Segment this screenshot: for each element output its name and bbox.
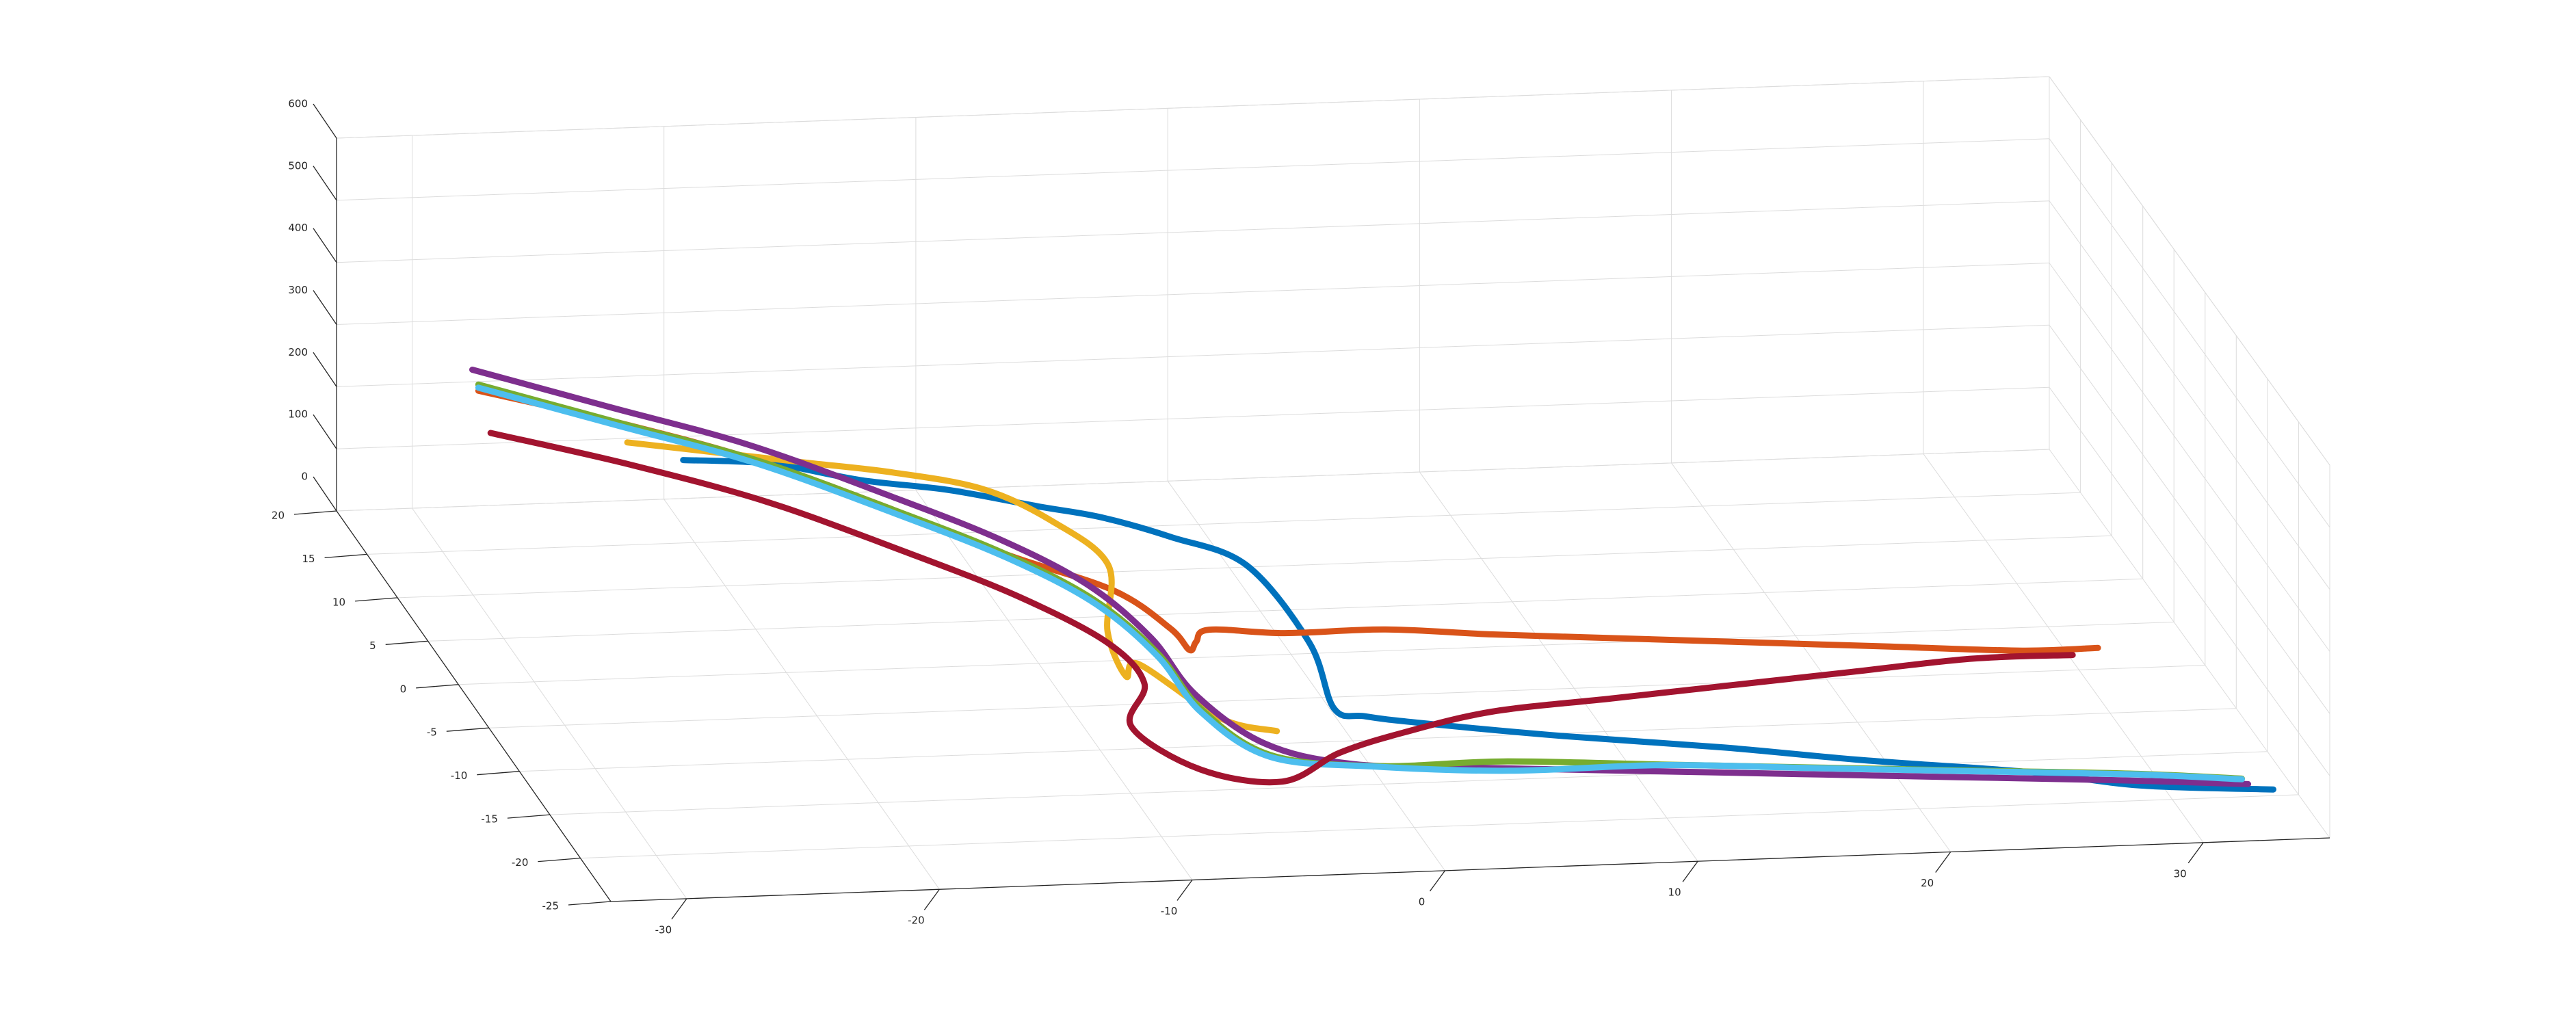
z-tick-label: 100: [288, 408, 308, 421]
floor-grid-line: [549, 751, 2268, 815]
box-edge: [336, 76, 2050, 139]
y-tick-label: 20: [272, 510, 285, 522]
z-tick-mark: [313, 414, 337, 449]
x-tick-mark: [2187, 842, 2204, 864]
series-line-4: [469, 367, 2252, 787]
y-tick-mark: [293, 510, 337, 515]
x-tick-label: -10: [1161, 905, 1178, 917]
side-wall-grid-line: [2049, 386, 2330, 776]
y-tick-mark: [446, 727, 489, 732]
x-tick-label: 30: [2174, 867, 2187, 880]
x-tick-mark: [1682, 860, 1698, 882]
back-wall-grid-line: [336, 200, 2050, 263]
z-tick-label: 500: [288, 159, 308, 172]
series-line-7: [487, 430, 2076, 786]
floor-grid-line: [1671, 462, 1951, 852]
back-wall-grid-line: [336, 386, 2050, 449]
floor-grid-line: [1167, 481, 1445, 871]
y-tick-mark: [355, 597, 398, 602]
x-tick-mark: [1429, 870, 1446, 892]
y-tick-label: 10: [332, 596, 345, 608]
x-tick-label: 10: [1668, 886, 1681, 899]
floor-grid-line: [397, 535, 2112, 598]
back-wall-grid-line: [336, 324, 2050, 387]
floor-grid-line: [488, 665, 2205, 728]
z-tick-label: 600: [288, 98, 308, 110]
x-tick-mark: [923, 889, 940, 910]
x-tick-label: -20: [908, 915, 925, 927]
x-tick-label: 20: [1921, 877, 1934, 889]
y-tick-mark: [385, 640, 428, 645]
floor-grid-line: [412, 508, 687, 899]
floor-grid-line: [915, 490, 1193, 880]
y-tick-label: 15: [302, 553, 315, 565]
x-tick-label: 0: [1419, 895, 1425, 908]
y-tick-mark: [416, 684, 459, 689]
z-tick-label: 200: [288, 346, 308, 358]
y-tick-mark: [324, 553, 367, 559]
z-tick-mark: [313, 476, 337, 512]
side-wall-grid-line: [2049, 325, 2330, 714]
y-axis-line: [336, 510, 612, 902]
series-line-3: [624, 439, 1280, 735]
side-wall-grid-line: [2049, 263, 2330, 652]
floor-grid-line: [663, 499, 940, 890]
z-tick-label: 400: [288, 222, 308, 234]
back-wall-grid-line: [336, 449, 2050, 512]
z-tick-label: 0: [301, 471, 308, 483]
series-line-6: [475, 384, 2245, 782]
z-tick-mark: [313, 103, 337, 139]
y-tick-mark: [507, 814, 550, 819]
back-wall-grid-line: [336, 263, 2050, 325]
y-tick-mark: [477, 771, 520, 776]
y-tick-label: 5: [369, 640, 376, 652]
z-tick-mark: [313, 166, 337, 201]
y-tick-label: -25: [542, 900, 560, 912]
z-tick-label: 300: [288, 284, 308, 296]
side-wall-grid-line: [2049, 138, 2330, 528]
y-tick-mark: [568, 901, 612, 906]
series-line-1: [680, 457, 2276, 793]
floor-grid-line: [580, 794, 2299, 859]
z-tick-mark: [313, 228, 337, 263]
x-tick-label: -30: [655, 923, 672, 936]
side-wall-grid-line: [2049, 200, 2330, 590]
back-wall-grid-line: [336, 138, 2050, 201]
floor-grid-line: [1419, 471, 1698, 862]
z-tick-mark: [313, 290, 337, 325]
y-tick-label: -10: [451, 769, 468, 782]
tick-labels-layer: -30-20-100102030-25-20-15-10-50510152001…: [272, 98, 2187, 936]
y-tick-label: 0: [400, 683, 407, 695]
y-tick-label: -5: [427, 726, 437, 739]
side-wall-grid-line: [2049, 449, 2330, 839]
y-tick-label: -15: [481, 813, 498, 826]
axes-layer: [293, 103, 2330, 920]
x-tick-mark: [671, 898, 687, 920]
series-layer: [469, 367, 2276, 793]
y-tick-label: -20: [512, 856, 529, 869]
box-edge: [2049, 76, 2330, 466]
x-axis-line: [610, 837, 2330, 902]
x-tick-mark: [1177, 880, 1193, 901]
floor-grid-line: [367, 492, 2081, 555]
x-tick-mark: [1935, 852, 1951, 873]
y-tick-mark: [538, 857, 581, 863]
z-tick-mark: [313, 352, 337, 387]
